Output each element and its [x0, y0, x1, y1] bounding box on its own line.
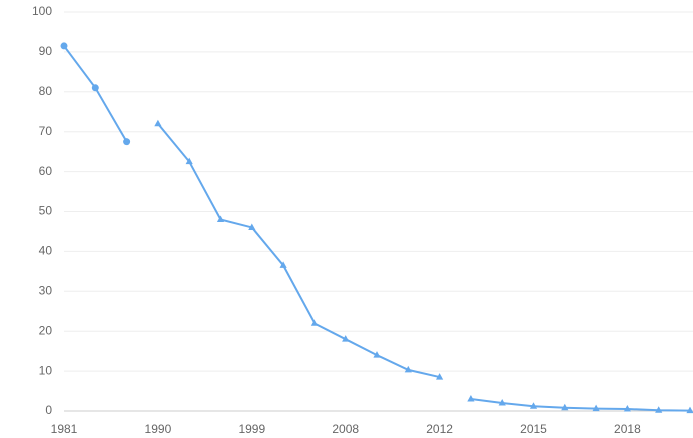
y-tick-label: 50	[39, 204, 53, 218]
x-tick-label: 2018	[614, 422, 641, 436]
x-tick-label: 2008	[332, 422, 359, 436]
point	[404, 365, 412, 373]
point	[498, 399, 506, 406]
point	[185, 157, 193, 165]
point	[60, 42, 68, 50]
point	[123, 138, 131, 146]
point	[310, 319, 318, 326]
x-tick-label: 2015	[520, 422, 547, 436]
y-tick-label: 30	[39, 283, 53, 297]
line	[157, 123, 440, 379]
point	[561, 403, 569, 411]
point	[655, 406, 663, 413]
point	[279, 261, 287, 268]
y-tick-label: 90	[39, 44, 53, 58]
point	[373, 351, 381, 358]
y-tick-label: 0	[45, 403, 52, 417]
point	[592, 404, 600, 412]
x-tick-label: 1981	[51, 422, 78, 436]
x-tick-label: 1990	[145, 422, 172, 436]
y-tick-label: 40	[39, 244, 53, 258]
y-tick-label: 10	[39, 363, 53, 377]
y-tick-label: 70	[39, 124, 53, 138]
point	[623, 405, 631, 412]
x-tick-label: 2012	[426, 422, 453, 436]
y-tick-label: 80	[39, 84, 53, 98]
point	[248, 223, 256, 230]
point	[342, 335, 350, 342]
y-tick-label: 60	[39, 164, 53, 178]
point	[91, 84, 99, 92]
x-tick-label: 1999	[238, 422, 265, 436]
point	[216, 215, 225, 222]
point	[529, 402, 538, 409]
line	[63, 45, 128, 143]
point	[436, 373, 444, 380]
line	[470, 398, 691, 412]
y-tick-label: 20	[39, 323, 53, 337]
point	[686, 406, 693, 414]
y-tick-label: 100	[32, 4, 52, 18]
point	[467, 395, 475, 402]
point	[154, 119, 162, 127]
